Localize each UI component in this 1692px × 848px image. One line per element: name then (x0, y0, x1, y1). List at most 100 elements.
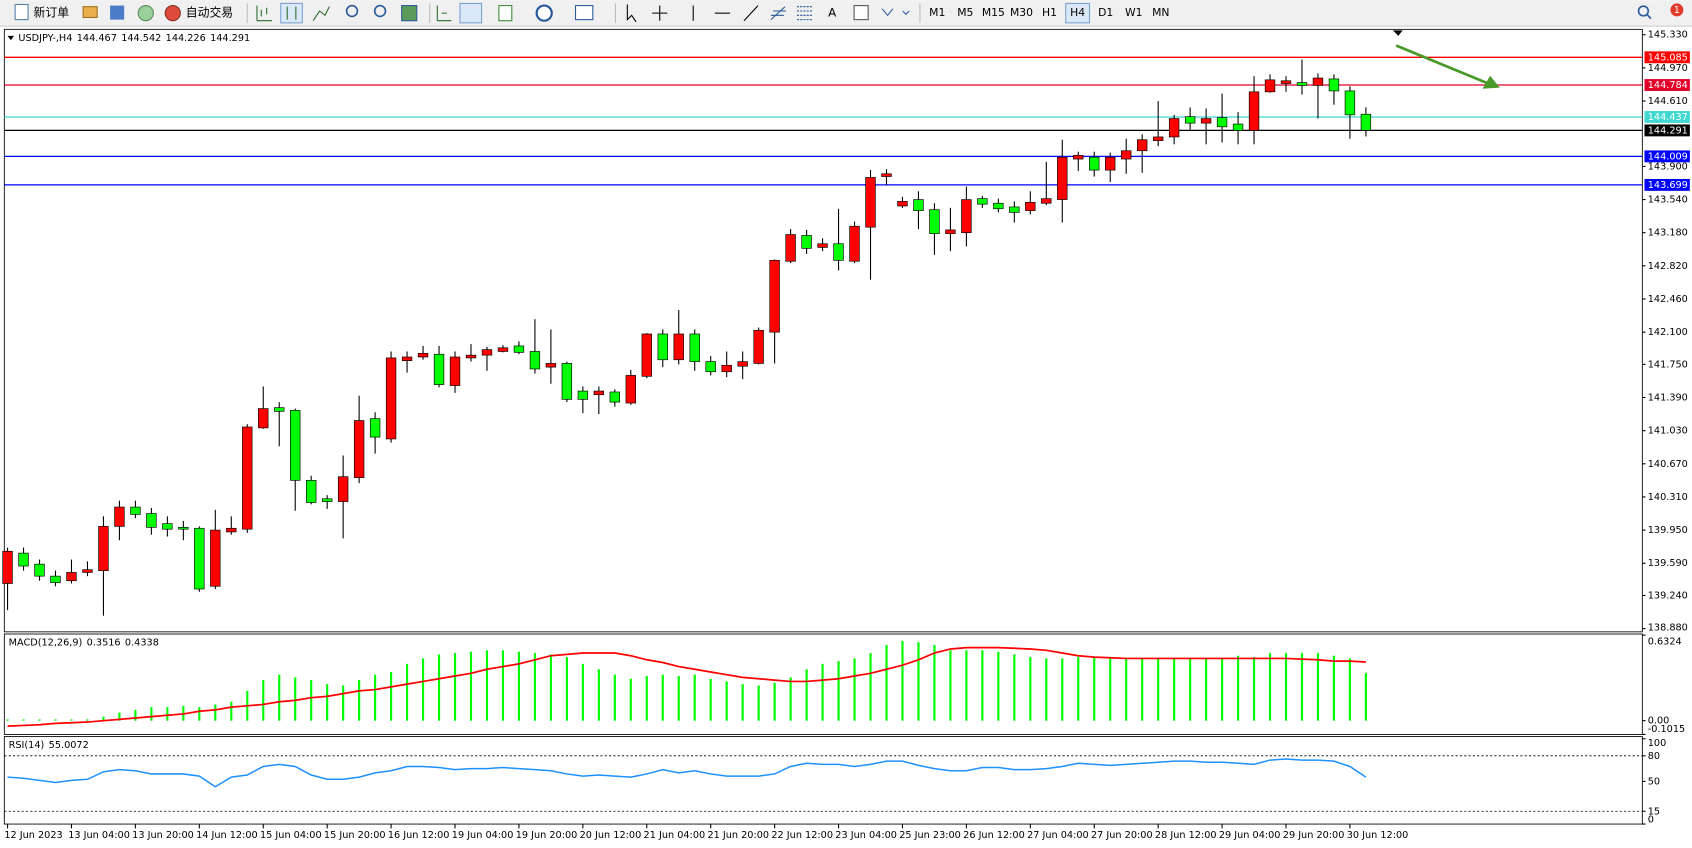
indicators-icon[interactable] (498, 5, 513, 22)
tile-icon[interactable] (401, 5, 418, 22)
x-tick-label: 23 Jun 04:00 (835, 830, 897, 841)
candle-body (1041, 198, 1052, 204)
candle-body (737, 361, 748, 367)
cursor-icon[interactable] (626, 4, 637, 23)
macd-bar (629, 678, 632, 721)
candle-body (1280, 80, 1292, 84)
macd-bar (1189, 658, 1192, 721)
timeframes: M1 M5 M15 M30 H1 H4 D1 W1 MN (929, 2, 1169, 24)
candle-body (769, 259, 780, 333)
y-tick-label: 143.540 (1648, 195, 1688, 206)
new-order-button[interactable]: 新订单 (14, 3, 69, 21)
auto-trading-label[interactable]: 自动交易 (186, 6, 233, 20)
scroll-icon[interactable] (436, 5, 452, 22)
x-tick-label: 13 Jun 04:00 (68, 830, 130, 841)
channel-icon[interactable] (770, 6, 787, 21)
price-label: 144.437 (1648, 112, 1688, 123)
autoscroll-button[interactable] (459, 2, 483, 24)
timeframe-button[interactable]: M1 (929, 6, 945, 19)
icon[interactable] (137, 5, 154, 22)
zoom-out-icon[interactable] (373, 4, 387, 18)
notification-count: 1 (1674, 5, 1680, 16)
shapes-icon[interactable] (881, 8, 910, 17)
candle-body (1136, 139, 1148, 152)
y-tick-label: 50 (1648, 776, 1660, 787)
candle-body (1073, 155, 1084, 160)
search-icon[interactable] (1637, 5, 1650, 17)
macd-bar (1029, 657, 1032, 721)
candle-body (1009, 206, 1020, 213)
candle-body (274, 407, 285, 412)
indicator-header: RSI(14) 55.0072 (9, 740, 89, 751)
label-icon[interactable] (853, 5, 869, 21)
price-label-box (1644, 51, 1690, 64)
new-order-label[interactable]: 新订单 (33, 6, 69, 20)
candle-chart-button[interactable] (280, 2, 303, 24)
macd-bar (374, 674, 377, 721)
icon[interactable] (82, 6, 98, 19)
x-tick-label: 13 Jun 20:00 (132, 830, 194, 841)
x-tick-label: 19 Jun 04:00 (452, 830, 514, 841)
y-tick-label: 145.330 (1648, 30, 1688, 41)
timeframe-button[interactable]: M30 (1010, 6, 1033, 19)
y-tick-label: 143.900 (1648, 161, 1688, 172)
crosshair-icon[interactable] (652, 5, 668, 21)
macd-bar (230, 701, 233, 721)
candle-body (1216, 117, 1228, 128)
timeframe-button[interactable]: H4 (1070, 6, 1085, 19)
trendline-icon[interactable] (743, 5, 759, 22)
macd-bar (6, 719, 9, 721)
macd-bar (1093, 657, 1096, 721)
macd-bar (885, 644, 888, 721)
notification-badge[interactable] (1670, 3, 1684, 17)
annotation-arrowhead (1482, 75, 1500, 89)
macd-bar (693, 674, 696, 721)
candle-body (705, 361, 716, 373)
macd-bar (837, 661, 840, 721)
macd-bar (166, 707, 169, 721)
macd-bar (1252, 657, 1256, 721)
candle-body (258, 408, 269, 429)
macd-bar (1364, 673, 1367, 721)
icon[interactable] (110, 5, 125, 20)
candle-body (1089, 156, 1100, 171)
timeframe-button[interactable]: W1 (1125, 6, 1143, 19)
templates-icon[interactable] (574, 5, 594, 21)
rsi-panel (3, 736, 1643, 825)
header-value: RSI(14) (9, 740, 45, 751)
macd-bar (390, 671, 393, 721)
macd-bar (789, 677, 792, 721)
text-tool[interactable]: A (828, 6, 837, 20)
candle-body (641, 333, 652, 377)
macd-bar (533, 653, 536, 721)
line-chart-icon[interactable] (312, 6, 330, 22)
candle-body (1296, 82, 1308, 86)
bar-chart-icon[interactable] (256, 5, 273, 22)
candle-body (1344, 90, 1356, 116)
timeframe-button[interactable]: MN (1152, 6, 1169, 19)
macd-bar (437, 654, 441, 721)
search-icon-handle (1646, 13, 1652, 20)
x-tick-label: 20 Jun 12:00 (580, 830, 642, 841)
timeframe-button[interactable]: H1 (1042, 6, 1057, 19)
fibonacci-icon[interactable] (796, 6, 812, 21)
price-label-box (1644, 111, 1690, 123)
timeframe-button[interactable]: M5 (957, 6, 973, 19)
candle-body (849, 225, 860, 262)
macd-bar (949, 650, 952, 721)
price-label: 144.784 (1648, 80, 1688, 91)
timeframe-button[interactable]: D1 (1098, 6, 1113, 19)
candle-body (401, 356, 413, 362)
rsi-line (7, 758, 1367, 788)
header-value: 144.226 (166, 33, 206, 44)
timeframe-button[interactable]: M15 (982, 6, 1005, 19)
candle-body (833, 243, 844, 261)
auto-trading-button[interactable]: 自动交易 (164, 5, 233, 22)
candle-body (753, 329, 764, 364)
candle-body (226, 527, 237, 533)
zoom-in-icon[interactable] (345, 4, 359, 18)
x-tick-label: 16 Jun 12:00 (388, 830, 450, 841)
periods-icon[interactable] (535, 4, 553, 22)
macd-bar (134, 709, 137, 721)
